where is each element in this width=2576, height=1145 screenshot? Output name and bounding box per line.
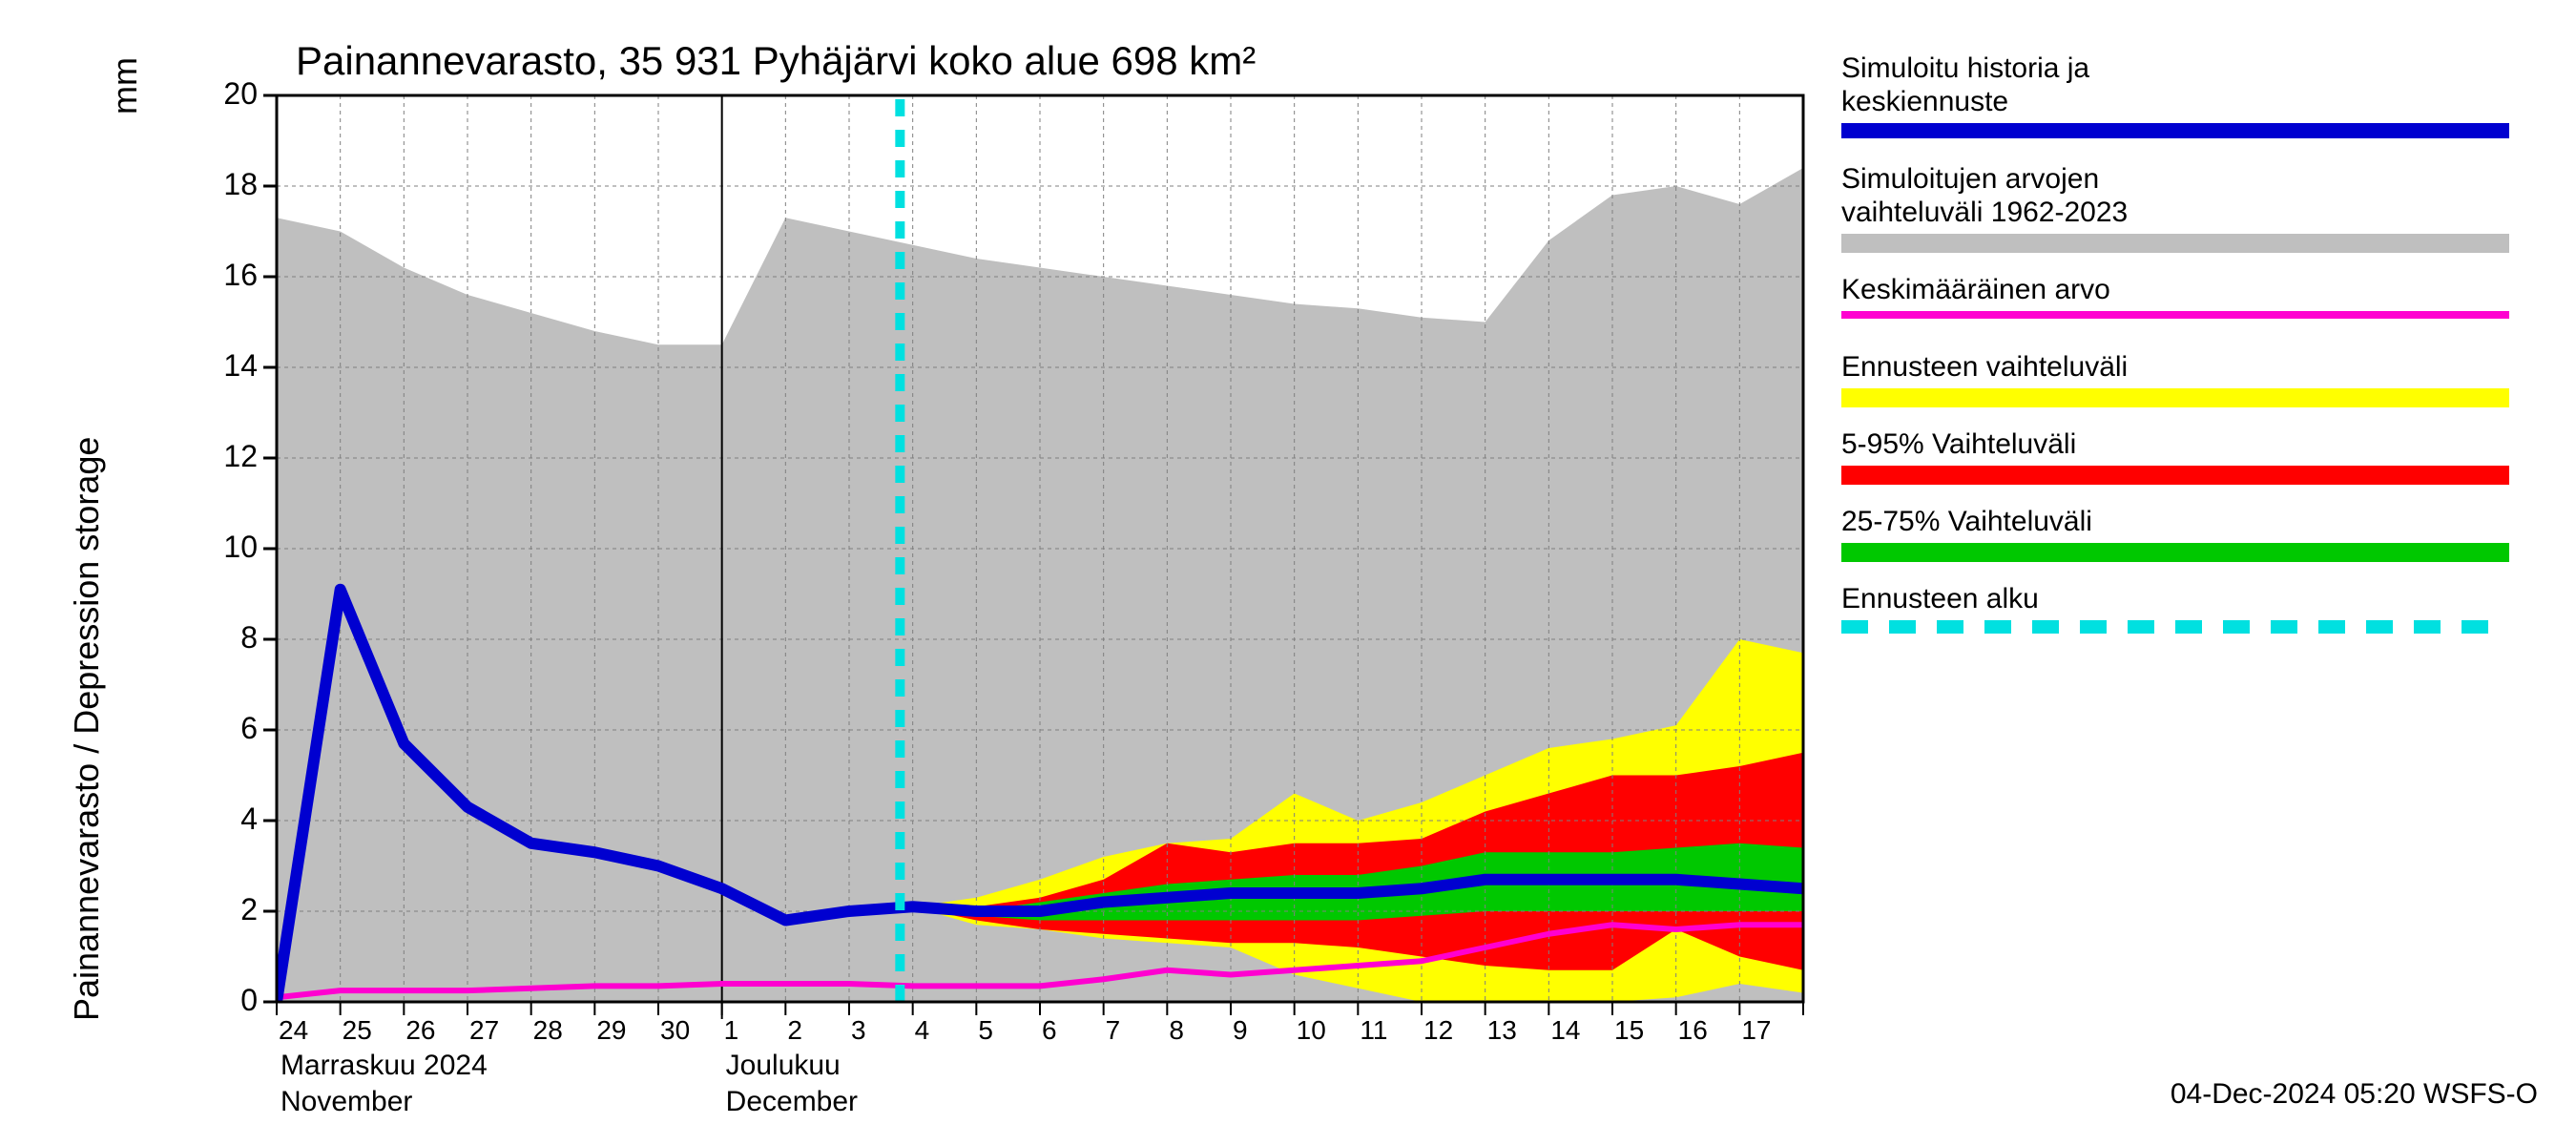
x-tick: 29 xyxy=(596,1015,626,1046)
legend-swatch xyxy=(1841,620,2509,634)
month-label: Joulukuu xyxy=(726,1050,841,1082)
y-tick: 10 xyxy=(191,530,258,565)
legend-swatch xyxy=(1841,123,2509,138)
x-tick: 27 xyxy=(469,1015,499,1046)
legend-swatch xyxy=(1841,234,2509,253)
x-tick: 4 xyxy=(915,1015,930,1046)
x-tick: 2 xyxy=(787,1015,802,1046)
y-tick: 14 xyxy=(191,348,258,384)
y-tick: 16 xyxy=(191,258,258,293)
legend-label: Simuloitu historia ja keskiennuste xyxy=(1841,52,2528,118)
month-label-en: December xyxy=(726,1086,858,1118)
month-label-en: November xyxy=(280,1086,412,1118)
legend-swatch xyxy=(1841,311,2509,319)
y-tick: 12 xyxy=(191,439,258,474)
chart-stage: Painannevarasto, 35 931 Pyhäjärvi koko a… xyxy=(0,0,2576,1145)
x-tick: 30 xyxy=(660,1015,690,1046)
x-tick: 15 xyxy=(1614,1015,1644,1046)
y-tick: 20 xyxy=(191,76,258,112)
legend-entry: Simuloitujen arvojen vaihteluväli 1962-2… xyxy=(1841,163,2528,229)
month-label: Marraskuu 2024 xyxy=(280,1050,488,1082)
x-tick: 9 xyxy=(1233,1015,1248,1046)
y-tick: 2 xyxy=(191,892,258,927)
legend-entry: 25-75% Vaihteluväli xyxy=(1841,506,2528,539)
legend-entry: Keskimääräinen arvo xyxy=(1841,274,2528,307)
legend-swatch xyxy=(1841,543,2509,562)
x-tick: 6 xyxy=(1042,1015,1057,1046)
legend-entry: Ennusteen vaihteluväli xyxy=(1841,351,2528,385)
x-tick: 26 xyxy=(405,1015,435,1046)
x-tick: 25 xyxy=(343,1015,372,1046)
x-tick: 24 xyxy=(279,1015,308,1046)
x-tick: 16 xyxy=(1678,1015,1708,1046)
y-tick: 18 xyxy=(191,167,258,202)
x-tick: 8 xyxy=(1169,1015,1184,1046)
y-tick: 6 xyxy=(191,711,258,746)
y-tick: 8 xyxy=(191,620,258,656)
legend-entry: 5-95% Vaihteluväli xyxy=(1841,428,2528,462)
x-tick: 14 xyxy=(1550,1015,1580,1046)
legend-label: Keskimääräinen arvo xyxy=(1841,274,2528,307)
legend-entry: Simuloitu historia ja keskiennuste xyxy=(1841,52,2528,118)
x-tick: 10 xyxy=(1297,1015,1326,1046)
legend-label: 25-75% Vaihteluväli xyxy=(1841,506,2528,539)
x-tick: 11 xyxy=(1360,1015,1387,1046)
legend-label: Ennusteen alku xyxy=(1841,583,2528,616)
legend-label: Ennusteen vaihteluväli xyxy=(1841,351,2528,385)
x-tick: 12 xyxy=(1423,1015,1453,1046)
x-tick: 5 xyxy=(978,1015,993,1046)
x-tick: 28 xyxy=(533,1015,563,1046)
legend-label: 5-95% Vaihteluväli xyxy=(1841,428,2528,462)
x-tick: 7 xyxy=(1106,1015,1121,1046)
y-tick: 0 xyxy=(191,983,258,1018)
x-tick: 13 xyxy=(1487,1015,1517,1046)
y-tick: 4 xyxy=(191,802,258,837)
legend-label: Simuloitujen arvojen vaihteluväli 1962-2… xyxy=(1841,163,2528,229)
legend-swatch xyxy=(1841,388,2509,407)
x-tick: 3 xyxy=(851,1015,866,1046)
legend-swatch xyxy=(1841,466,2509,485)
x-tick: 1 xyxy=(724,1015,739,1046)
x-tick: 17 xyxy=(1741,1015,1771,1046)
footer-timestamp: 04-Dec-2024 05:20 WSFS-O xyxy=(2171,1078,2538,1111)
legend-entry: Ennusteen alku xyxy=(1841,583,2528,616)
